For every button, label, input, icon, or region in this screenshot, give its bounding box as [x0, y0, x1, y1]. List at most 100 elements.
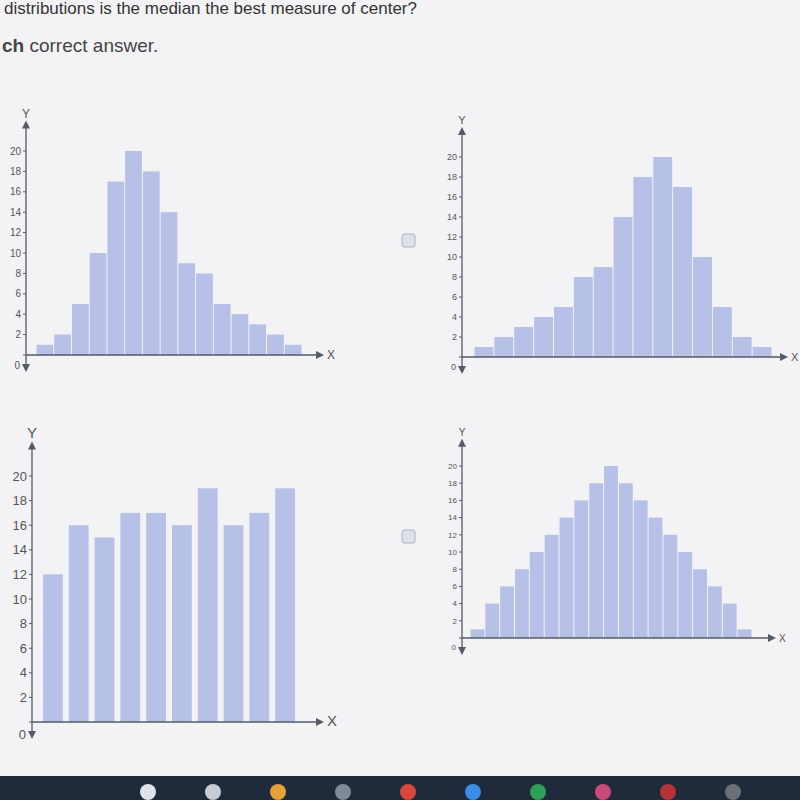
bar: [43, 574, 63, 722]
y-tick-label: 20: [10, 146, 22, 157]
taskbar-icon[interactable]: [660, 784, 676, 800]
histogram-panel: YX02468101214161820: [13, 424, 337, 742]
y-tick: [459, 466, 462, 467]
y-axis: [461, 443, 462, 650]
axis-arrow: [768, 634, 776, 642]
x-axis: [26, 354, 318, 355]
bars: [37, 151, 302, 355]
y-tick-label: 12: [10, 227, 22, 238]
bar: [161, 212, 178, 355]
bar: [673, 187, 692, 357]
x-axis-label: X: [791, 351, 799, 363]
bar: [633, 177, 652, 357]
y-tick: [459, 638, 462, 639]
histogram-panel: YX02468101214161820: [10, 107, 335, 372]
bar: [634, 500, 648, 638]
instruction-text: correct answer.: [24, 35, 158, 56]
y-tick: [29, 476, 32, 477]
y-tick: [29, 672, 32, 673]
checkbox[interactable]: [402, 234, 415, 247]
taskbar-icon[interactable]: [465, 784, 481, 800]
y-axis-label: Y: [458, 114, 466, 126]
taskbar-icon[interactable]: [595, 784, 611, 800]
y-tick-label: 14: [13, 542, 27, 557]
bar: [285, 345, 302, 355]
y-tick-label: 10: [448, 548, 457, 557]
checkbox[interactable]: [402, 530, 415, 543]
y-tick-label: 4: [20, 665, 27, 680]
y-tick-label: 8: [20, 616, 27, 631]
bar: [196, 273, 213, 355]
taskbar-icon[interactable]: [335, 784, 351, 800]
y-tick: [23, 273, 26, 274]
axis-arrow: [780, 353, 788, 361]
y-tick-label: 20: [447, 152, 457, 162]
bar: [545, 535, 559, 638]
bar: [198, 488, 218, 722]
y-tick-label: 2: [453, 617, 458, 626]
bar: [574, 277, 593, 357]
bar: [619, 483, 633, 638]
bar: [485, 604, 499, 638]
y-tick: [23, 314, 26, 315]
y-tick: [459, 337, 462, 338]
bar: [72, 304, 89, 355]
axis-arrow: [458, 366, 466, 374]
taskbar-icon[interactable]: [205, 784, 221, 800]
taskbar-icon[interactable]: [725, 784, 741, 800]
y-tick-label: 20: [448, 462, 457, 471]
y-tick: [23, 293, 26, 294]
taskbar-icon[interactable]: [400, 784, 416, 800]
axis-arrow: [22, 121, 30, 129]
bar: [95, 538, 115, 723]
y-tick: [459, 534, 462, 535]
bar: [530, 552, 544, 638]
taskbar-icon[interactable]: [140, 784, 156, 800]
y-tick: [459, 237, 462, 238]
y-tick-label: 14: [10, 207, 22, 218]
bars: [43, 488, 295, 722]
bar: [475, 347, 494, 357]
axis-arrow: [458, 439, 466, 447]
bar: [678, 552, 692, 638]
bar: [693, 257, 712, 357]
bar: [494, 337, 513, 357]
y-tick-label: 10: [13, 592, 27, 607]
bar: [54, 335, 71, 355]
bar: [574, 500, 588, 638]
y-tick-label: 2: [452, 332, 457, 342]
bar: [614, 217, 633, 357]
taskbar-icon[interactable]: [530, 784, 546, 800]
bar: [146, 513, 166, 722]
y-axis-label: Y: [22, 107, 30, 121]
y-tick-label: 14: [448, 513, 457, 522]
taskbar: [0, 776, 800, 800]
bar: [589, 483, 603, 638]
y-tick-label: 16: [13, 518, 27, 533]
axis-arrow: [458, 647, 466, 655]
bar: [554, 307, 573, 357]
bar: [515, 569, 529, 638]
y-tick: [23, 151, 26, 152]
y-tick-label: 4: [15, 309, 21, 320]
y-axis-label: Y: [459, 427, 466, 438]
axis-arrow: [316, 718, 324, 726]
taskbar-icon[interactable]: [270, 784, 286, 800]
y-tick: [459, 500, 462, 501]
y-axis: [461, 131, 462, 369]
y-tick: [459, 603, 462, 604]
bar: [249, 513, 269, 722]
bars: [475, 157, 772, 357]
y-tick: [459, 157, 462, 158]
y-tick: [23, 171, 26, 172]
y-tick: [23, 334, 26, 335]
y-tick-label: 6: [453, 582, 458, 591]
y-tick-label: 6: [15, 288, 21, 299]
bar: [500, 586, 514, 638]
x-axis: [32, 721, 318, 722]
y-tick: [459, 297, 462, 298]
y-tick: [459, 483, 462, 484]
y-tick-label: 16: [447, 192, 457, 202]
y-tick-label: 20: [13, 469, 27, 484]
y-tick-label: 0: [451, 362, 456, 372]
